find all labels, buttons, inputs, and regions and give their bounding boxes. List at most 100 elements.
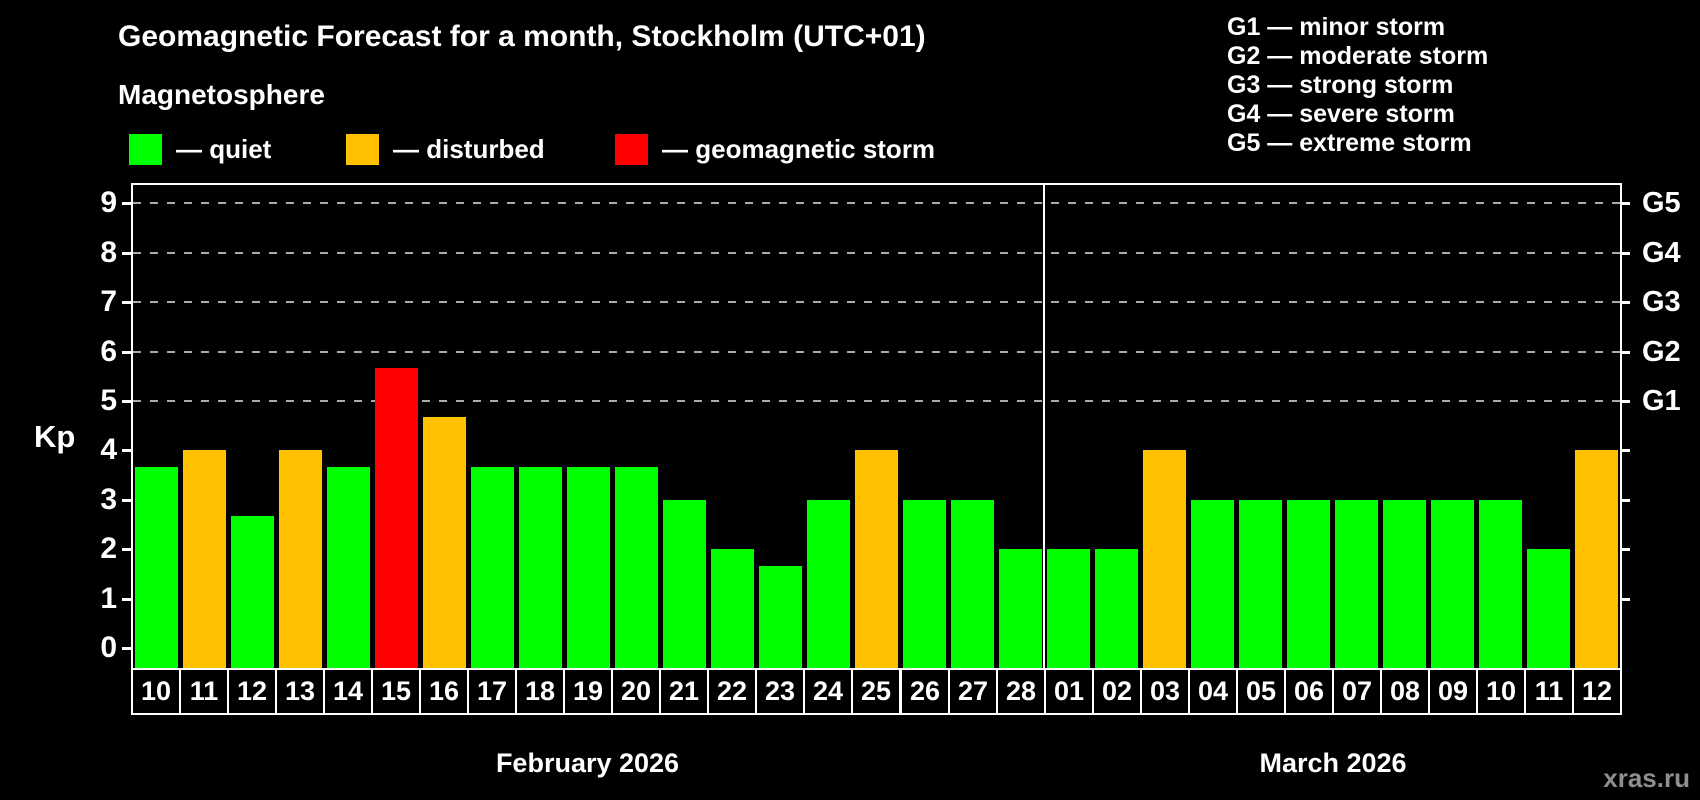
- y-tick: [122, 449, 131, 453]
- g-legend-line-g3: G3 — strong storm: [1227, 71, 1454, 99]
- date-cell: 10: [1476, 668, 1526, 715]
- date-cell: 09: [1428, 668, 1478, 715]
- y-tick-label: 0: [100, 631, 117, 664]
- kp-bar: [183, 450, 226, 668]
- plot-inner: [133, 185, 1620, 668]
- y-tick-label: 3: [100, 482, 117, 516]
- quiet-color-swatch: [129, 134, 162, 165]
- right-tick: [1620, 301, 1630, 305]
- g-level-label-g1: G1: [1642, 385, 1681, 417]
- legend-label-disturbed: — disturbed: [393, 134, 545, 164]
- kp-bar: [951, 500, 994, 668]
- right-tick: [1620, 400, 1630, 403]
- y-tick: [122, 301, 131, 305]
- kp-bar: [327, 467, 370, 668]
- plot-area: [131, 183, 1622, 668]
- right-tick: [1620, 202, 1630, 206]
- date-cell: 21: [659, 668, 709, 715]
- date-cell: 08: [1380, 668, 1430, 715]
- y-tick: [122, 548, 131, 552]
- kp-bar: [1431, 500, 1474, 668]
- legend-label-quiet: — quiet: [176, 134, 272, 164]
- g-legend-line-g1: G1 — minor storm: [1227, 13, 1446, 41]
- y-tick: [122, 400, 131, 403]
- date-cell: 13: [275, 668, 325, 715]
- date-cell: 25: [851, 668, 901, 715]
- g-level-label-g3: G3: [1642, 286, 1681, 319]
- right-tick: [1620, 251, 1630, 255]
- kp-bar: [855, 450, 898, 668]
- date-cell: 20: [611, 668, 661, 715]
- kp-bar: [423, 417, 466, 668]
- g-level-label-g4: G4: [1642, 236, 1681, 269]
- y-tick: [122, 647, 131, 650]
- kp-bar: [471, 467, 514, 668]
- kp-bar: [1575, 450, 1618, 668]
- date-cell: 12: [1572, 668, 1622, 715]
- date-cell: 28: [996, 668, 1046, 715]
- gridline-kp7: [133, 301, 1620, 304]
- legend-label-storm: — geomagnetic storm: [662, 134, 936, 164]
- page-title: Geomagnetic Forecast for a month, Stockh…: [118, 20, 926, 53]
- kp-bar: [903, 500, 946, 668]
- y-tick: [122, 350, 131, 354]
- kp-bar: [1287, 500, 1330, 668]
- date-cell: 07: [1332, 668, 1382, 715]
- date-cell: 11: [179, 668, 229, 715]
- date-cell: 03: [1140, 668, 1190, 715]
- gridline-kp8: [133, 251, 1620, 254]
- kp-bar: [999, 549, 1042, 668]
- kp-bar: [1239, 500, 1282, 668]
- kp-bar: [663, 500, 706, 668]
- date-cell: 22: [707, 668, 757, 715]
- kp-bar: [231, 516, 274, 668]
- g-legend-line-g5: G5 — extreme storm: [1227, 129, 1472, 157]
- right-tick: [1620, 548, 1630, 552]
- y-axis-label: Kp: [34, 419, 76, 454]
- date-cell: 11: [1524, 668, 1574, 715]
- kp-bar: [567, 467, 610, 668]
- kp-bar: [759, 566, 802, 668]
- legend-item-quiet: — quiet: [129, 133, 271, 166]
- kp-bar: [1335, 500, 1378, 668]
- g-scale-legend: G1 — minor storm G2 — moderate storm G3 …: [1227, 13, 1488, 158]
- date-cell: 18: [515, 668, 565, 715]
- kp-bar: [519, 467, 562, 668]
- date-cell: 12: [227, 668, 277, 715]
- y-tick-label: 5: [100, 384, 117, 417]
- kp-bar: [807, 500, 850, 668]
- right-tick: [1620, 350, 1630, 354]
- date-axis-row: 10 11 12 13 14 15 16 17 18 19 20 21 22 23 24 25 26 27 28 01…: [131, 668, 1622, 717]
- date-cell: 10: [131, 668, 181, 715]
- right-tick: [1620, 449, 1630, 453]
- kp-bar: [1047, 549, 1090, 668]
- g-legend-line-g2: G2 — moderate storm: [1227, 42, 1489, 70]
- month-label-march: March 2026: [1259, 748, 1407, 778]
- y-tick: [122, 251, 131, 255]
- y-tick-label: 8: [100, 235, 117, 269]
- g-level-label-g5: G5: [1642, 187, 1681, 220]
- g-level-label-g2: G2: [1642, 335, 1681, 368]
- kp-bar: [1527, 549, 1570, 668]
- kp-bar: [1479, 500, 1522, 668]
- month-separator: [1043, 185, 1045, 668]
- date-cell: 27: [948, 668, 998, 715]
- kp-bar: [135, 467, 178, 668]
- legend-item-storm: — geomagnetic storm: [615, 133, 935, 166]
- y-tick: [122, 498, 131, 502]
- disturbed-color-swatch: [346, 134, 379, 165]
- y-tick-label: 4: [100, 433, 117, 467]
- y-tick-label: 6: [100, 334, 117, 368]
- kp-bar: [279, 450, 322, 668]
- kp-bar: [375, 368, 418, 668]
- month-label-february: February 2026: [495, 748, 680, 778]
- y-tick-label: 2: [100, 532, 117, 566]
- kp-bar: [1383, 500, 1426, 668]
- legend-item-disturbed: — disturbed: [346, 133, 545, 166]
- date-cell: 06: [1284, 668, 1334, 715]
- date-cell: 23: [755, 668, 805, 715]
- date-cell: 15: [371, 668, 421, 715]
- kp-bar: [1143, 450, 1186, 668]
- right-tick: [1620, 597, 1630, 601]
